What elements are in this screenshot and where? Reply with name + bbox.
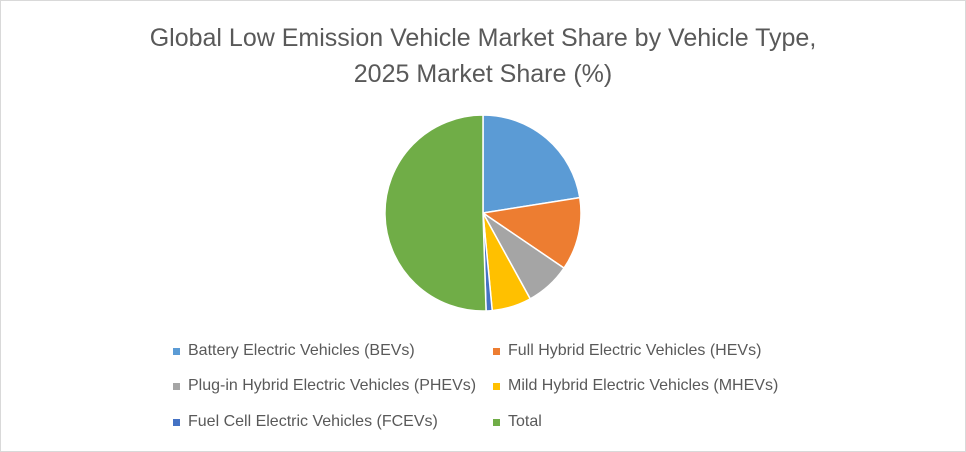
chart-title: Global Low Emission Vehicle Market Share… bbox=[0, 20, 966, 92]
pie-slice-total bbox=[384, 114, 487, 312]
chart-title-line1: Global Low Emission Vehicle Market Share… bbox=[149, 24, 817, 52]
pie-slice-hevs bbox=[481, 196, 582, 270]
chart-title-line2: 2025 Market Share (%) bbox=[353, 60, 613, 88]
pie-slice-bevs bbox=[482, 114, 581, 214]
